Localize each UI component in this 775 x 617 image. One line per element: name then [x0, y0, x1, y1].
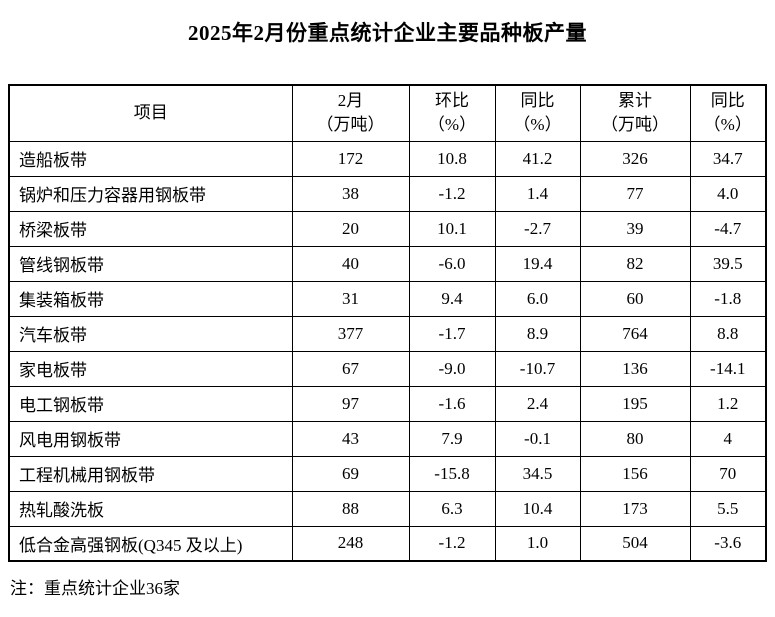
table-row: 汽车板带 377 -1.7 8.9 764 8.8 [8, 315, 767, 352]
cell-mom: -1.6 [408, 385, 496, 422]
cell-yoy: 8.9 [494, 315, 581, 352]
cell-cum: 764 [579, 315, 691, 352]
cell-cum-yoy: -4.7 [689, 210, 767, 247]
footnote: 注：重点统计企业36家 [10, 579, 180, 598]
table-row: 热轧酸洗板 88 6.3 10.4 173 5.5 [8, 490, 767, 527]
col-header-cum: 累计 （万吨） [579, 84, 691, 142]
cell-cum-yoy: 1.2 [689, 385, 767, 422]
cell-cum: 156 [579, 455, 691, 492]
cell-mom: -9.0 [408, 350, 496, 387]
cell-yoy: 6.0 [494, 280, 581, 317]
production-table: 项目 2月 （万吨） 环比 （%） 同比 （%） 累计 （万吨） 同比 （%） … [8, 84, 767, 562]
cell-cum-yoy: 4 [689, 420, 767, 457]
cell-feb: 20 [291, 210, 410, 247]
cell-yoy: 34.5 [494, 455, 581, 492]
cell-item: 锅炉和压力容器用钢板带 [8, 175, 293, 212]
cell-cum: 504 [579, 525, 691, 562]
cell-cum: 173 [579, 490, 691, 527]
cell-cum: 39 [579, 210, 691, 247]
cell-feb: 377 [291, 315, 410, 352]
cell-feb: 40 [291, 245, 410, 282]
cell-item: 家电板带 [8, 350, 293, 387]
cell-feb: 88 [291, 490, 410, 527]
cell-yoy: 10.4 [494, 490, 581, 527]
cell-item: 汽车板带 [8, 315, 293, 352]
cell-mom: 9.4 [408, 280, 496, 317]
cell-yoy: 41.2 [494, 140, 581, 177]
cell-feb: 248 [291, 525, 410, 562]
table-row: 风电用钢板带 43 7.9 -0.1 80 4 [8, 420, 767, 457]
cell-mom: -6.0 [408, 245, 496, 282]
cell-mom: -1.2 [408, 525, 496, 562]
cell-yoy: 1.4 [494, 175, 581, 212]
table-row: 工程机械用钢板带 69 -15.8 34.5 156 70 [8, 455, 767, 492]
cell-cum: 60 [579, 280, 691, 317]
cell-mom: 6.3 [408, 490, 496, 527]
cell-cum-yoy: 70 [689, 455, 767, 492]
cell-cum-yoy: -1.8 [689, 280, 767, 317]
cell-yoy: 1.0 [494, 525, 581, 562]
cell-item: 热轧酸洗板 [8, 490, 293, 527]
cell-cum-yoy: 4.0 [689, 175, 767, 212]
cell-cum: 82 [579, 245, 691, 282]
cell-cum: 136 [579, 350, 691, 387]
cell-mom: -1.7 [408, 315, 496, 352]
cell-mom: -1.2 [408, 175, 496, 212]
cell-cum: 77 [579, 175, 691, 212]
cell-item: 风电用钢板带 [8, 420, 293, 457]
cell-item: 集装箱板带 [8, 280, 293, 317]
table-row: 造船板带 172 10.8 41.2 326 34.7 [8, 140, 767, 177]
cell-feb: 38 [291, 175, 410, 212]
cell-mom: 10.8 [408, 140, 496, 177]
cell-item: 低合金高强钢板(Q345 及以上) [8, 525, 293, 562]
table-header-row: 项目 2月 （万吨） 环比 （%） 同比 （%） 累计 （万吨） 同比 （%） [8, 84, 767, 142]
col-header-mom: 环比 （%） [408, 84, 496, 142]
cell-item: 工程机械用钢板带 [8, 455, 293, 492]
cell-cum: 195 [579, 385, 691, 422]
cell-mom: 7.9 [408, 420, 496, 457]
table-row: 集装箱板带 31 9.4 6.0 60 -1.8 [8, 280, 767, 317]
cell-yoy: 19.4 [494, 245, 581, 282]
col-header-cum-yoy: 同比 （%） [689, 84, 767, 142]
cell-mom: -15.8 [408, 455, 496, 492]
table-row: 锅炉和压力容器用钢板带 38 -1.2 1.4 77 4.0 [8, 175, 767, 212]
cell-feb: 43 [291, 420, 410, 457]
table-row: 低合金高强钢板(Q345 及以上) 248 -1.2 1.0 504 -3.6 [8, 525, 767, 562]
cell-feb: 67 [291, 350, 410, 387]
col-header-yoy: 同比 （%） [494, 84, 581, 142]
cell-feb: 31 [291, 280, 410, 317]
cell-cum: 80 [579, 420, 691, 457]
cell-cum-yoy: -14.1 [689, 350, 767, 387]
cell-cum-yoy: 5.5 [689, 490, 767, 527]
table-row: 电工钢板带 97 -1.6 2.4 195 1.2 [8, 385, 767, 422]
cell-yoy: -2.7 [494, 210, 581, 247]
col-header-item: 项目 [8, 84, 293, 142]
cell-feb: 172 [291, 140, 410, 177]
cell-cum: 326 [579, 140, 691, 177]
cell-item: 造船板带 [8, 140, 293, 177]
cell-item: 电工钢板带 [8, 385, 293, 422]
cell-item: 管线钢板带 [8, 245, 293, 282]
table-row: 管线钢板带 40 -6.0 19.4 82 39.5 [8, 245, 767, 282]
cell-yoy: -0.1 [494, 420, 581, 457]
cell-feb: 69 [291, 455, 410, 492]
cell-mom: 10.1 [408, 210, 496, 247]
cell-item: 桥梁板带 [8, 210, 293, 247]
cell-yoy: 2.4 [494, 385, 581, 422]
table-body: 造船板带 172 10.8 41.2 326 34.7 锅炉和压力容器用钢板带 38 -1.2 1… [8, 140, 767, 562]
table-row: 家电板带 67 -9.0 -10.7 136 -14.1 [8, 350, 767, 387]
cell-cum-yoy: 34.7 [689, 140, 767, 177]
page-title: 2025年2月份重点统计企业主要品种板产量 [188, 21, 587, 45]
cell-cum-yoy: 39.5 [689, 245, 767, 282]
cell-cum-yoy: -3.6 [689, 525, 767, 562]
cell-feb: 97 [291, 385, 410, 422]
cell-cum-yoy: 8.8 [689, 315, 767, 352]
table-row: 桥梁板带 20 10.1 -2.7 39 -4.7 [8, 210, 767, 247]
cell-yoy: -10.7 [494, 350, 581, 387]
col-header-feb: 2月 （万吨） [291, 84, 410, 142]
